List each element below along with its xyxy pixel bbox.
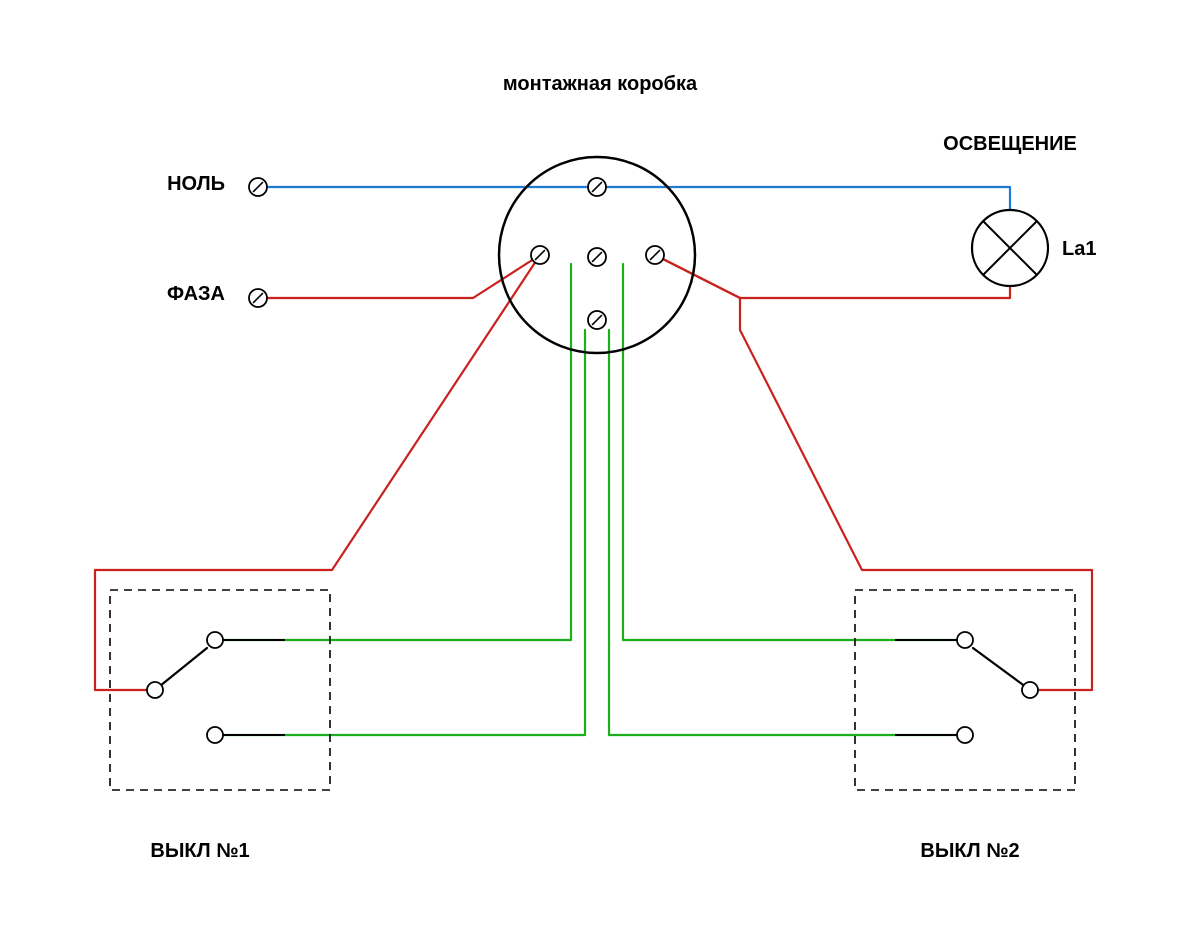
lighting-label: ОСВЕЩЕНИЕ xyxy=(943,133,1077,155)
neutral-label: НОЛЬ xyxy=(167,173,225,195)
diagram-stage: монтажная коробка НОЛЬ ФАЗА ОСВЕЩЕНИЕ La1 ВЫК… xyxy=(0,0,1190,941)
switch1-label: ВЫКЛ №1 xyxy=(150,840,249,862)
switch2-label: ВЫКЛ №2 xyxy=(920,840,1019,862)
wiring-diagram-svg: монтажная коробка НОЛЬ ФАЗА ОСВЕЩЕНИЕ La1 ВЫК… xyxy=(0,0,1190,941)
junction_box-label: монтажная коробка xyxy=(503,73,698,95)
lamp-label: La1 xyxy=(1062,238,1096,260)
phase-label: ФАЗА xyxy=(167,283,225,305)
